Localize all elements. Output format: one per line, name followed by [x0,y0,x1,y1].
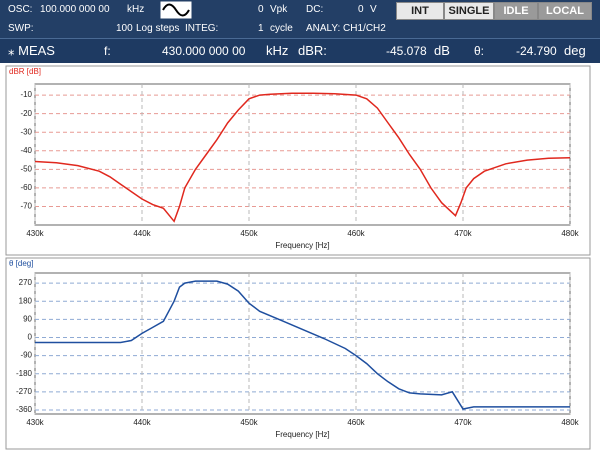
unit: Log steps [136,23,180,34]
y-axis-label: θ [deg] [9,259,33,268]
unit: Vpk [270,4,288,15]
x-tick-label: 450k [240,418,258,427]
label: OSC: [8,4,33,15]
button[interactable]: IDLE [494,2,538,20]
label: dBR: [298,43,327,58]
x-tick-label: 460k [347,418,365,427]
y-axis-label: dBR [dB] [9,67,41,76]
unit: kHz [127,4,145,15]
x-tick-label: 430k [26,229,44,238]
y-tick-label: -180 [16,369,33,378]
y-tick-label: 180 [19,296,33,305]
y-tick-label: -40 [20,146,32,155]
x-tick-label: 470k [454,418,472,427]
value: 100 [116,23,133,34]
y-tick-label: -70 [20,202,32,211]
status-bar: OSC: 100.000 000 00 kHz 0 Vpk DC: 0 V IN… [0,0,600,38]
x-tick-label: 440k [133,418,151,427]
plot-area [34,272,571,415]
value: 1 [258,23,264,34]
label: ⁎ MEAS [8,43,55,58]
x-tick-label: 460k [347,229,365,238]
y-tick-label: -60 [20,183,32,192]
y-tick-label: -20 [20,109,32,118]
y-tick-label: -30 [20,127,32,136]
value: 100.000 000 00 [40,4,110,15]
data-line [34,92,571,223]
y-tick-label: -90 [20,351,32,360]
x-tick-label: 440k [133,229,151,238]
waveform-icon [160,1,192,19]
y-tick-label: 90 [23,314,32,323]
unit: kHz [266,43,289,58]
label: SWP: [8,23,34,34]
x-tick-label: 430k [26,418,44,427]
charts: dBR [dB] -10 -20 -30 -40 -50 -60 -70 430k 440k 450… [5,65,591,450]
label: INTEG: [185,23,219,34]
button[interactable]: SINGLE [444,2,494,20]
unit: cycle [270,23,293,34]
value: 0 [258,4,264,15]
label: ANALY: CH1/CH2 [306,23,386,34]
y-tick-label: -270 [16,387,33,396]
x-tick-label: 480k [561,229,579,238]
value: -24.790 [516,44,557,58]
x-tick-label: 450k [240,229,258,238]
label: f: [104,44,111,58]
label: θ: [474,44,485,58]
button[interactable]: LOCAL [538,2,592,20]
measurement-bar: ⁎ MEAS f: 430.000 000 00 kHz dBR: -45.07… [0,38,600,63]
y-tick-label: 0 [28,333,33,342]
value: 430.000 000 00 [162,44,246,58]
value: 0 [358,4,364,15]
data-line [35,280,570,410]
value: -45.078 [386,44,427,58]
y-tick-label: -50 [20,164,32,173]
unit: deg [564,43,586,58]
x-axis-label: Frequency [Hz] [275,430,329,439]
label: DC: [306,4,324,15]
button[interactable]: INT [396,2,444,20]
y-tick-label: -360 [16,405,33,414]
unit: V [370,4,377,15]
unit: dB [434,43,450,58]
plot-area [34,83,571,226]
x-tick-label: 470k [454,229,472,238]
x-axis-label: Frequency [Hz] [275,241,329,250]
x-tick-label: 480k [561,418,579,427]
y-tick-label: -10 [20,90,32,99]
y-tick-label: 270 [19,278,33,287]
